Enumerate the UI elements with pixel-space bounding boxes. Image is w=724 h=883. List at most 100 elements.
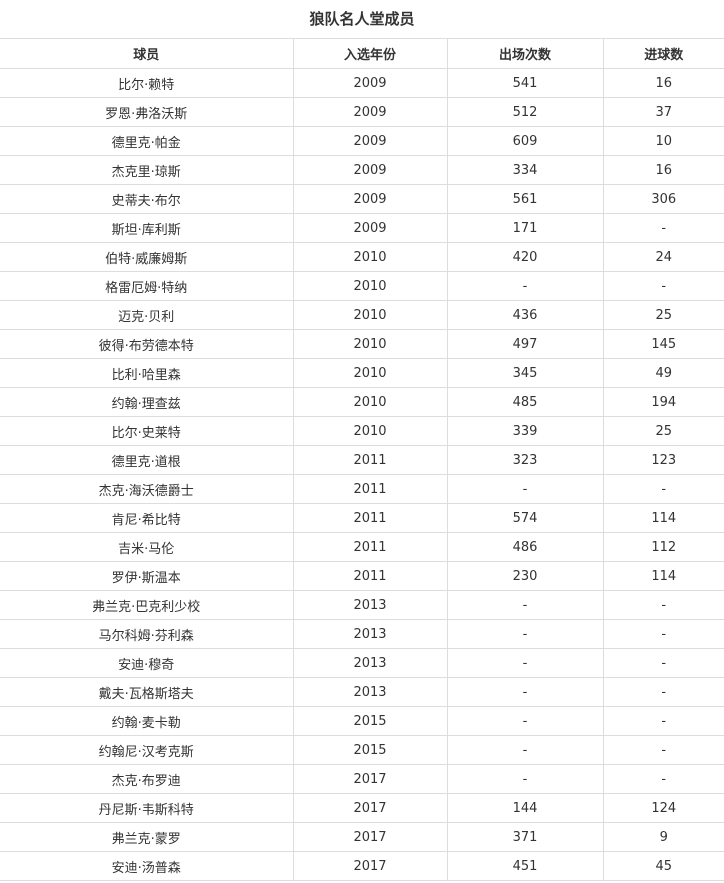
cell-appearances: 451 bbox=[446, 851, 603, 881]
cell-goals: 9 bbox=[602, 822, 724, 852]
cell-player: 比利·哈里森 bbox=[0, 358, 293, 388]
table-row: 斯坦·库利斯 2009 171- bbox=[0, 213, 724, 243]
cell-year: 2011 bbox=[292, 474, 447, 504]
cell-goals: 25 bbox=[602, 300, 724, 330]
cell-appearances: 512 bbox=[446, 97, 603, 127]
cell-player: 弗兰克·巴克利少校 bbox=[0, 590, 293, 620]
cell-player: 德里克·道根 bbox=[0, 445, 293, 475]
table-row: 史蒂夫·布尔 2009 561 306 bbox=[0, 184, 724, 214]
cell-year: 2013 bbox=[292, 648, 447, 678]
cell-player: 约翰·麦卡勒 bbox=[0, 706, 293, 736]
cell-goals: 24 bbox=[602, 242, 724, 272]
column-header-appearances: 出场次数 bbox=[446, 38, 603, 69]
cell-year: 2017 bbox=[292, 793, 447, 823]
cell-goals: - bbox=[602, 474, 724, 504]
table-row: 弗兰克·巴克利少校 2013- - bbox=[0, 590, 724, 620]
cell-appearances: 339 bbox=[446, 416, 603, 446]
cell-year: 2010 bbox=[292, 358, 447, 388]
cell-appearances: 485 bbox=[446, 387, 603, 417]
cell-goals: 123 bbox=[602, 445, 724, 475]
cell-goals: 37 bbox=[602, 97, 724, 127]
cell-year: 2015 bbox=[292, 706, 447, 736]
cell-goals: 25 bbox=[602, 416, 724, 446]
cell-appearances: 144 bbox=[446, 793, 603, 823]
cell-goals: - bbox=[602, 706, 724, 736]
cell-appearances: - bbox=[446, 474, 603, 504]
cell-goals: 194 bbox=[602, 387, 724, 417]
cell-player: 比尔·史莱特 bbox=[0, 416, 293, 446]
cell-appearances: 345 bbox=[446, 358, 603, 388]
cell-player: 罗伊·斯温本 bbox=[0, 561, 293, 591]
cell-player: 弗兰克·蒙罗 bbox=[0, 822, 293, 852]
cell-year: 2015 bbox=[292, 735, 447, 765]
cell-goals: - bbox=[602, 764, 724, 794]
cell-goals: 145 bbox=[602, 329, 724, 359]
cell-year: 2009 bbox=[292, 184, 447, 214]
cell-appearances: 171 bbox=[446, 213, 603, 243]
cell-player: 戴夫·瓦格斯塔夫 bbox=[0, 677, 293, 707]
column-header-year: 入选年份 bbox=[292, 38, 447, 69]
cell-year: 2010 bbox=[292, 387, 447, 417]
table-row: 弗兰克·蒙罗 2017 371 9 bbox=[0, 822, 724, 852]
cell-goals: 114 bbox=[602, 503, 724, 533]
cell-appearances: 561 bbox=[446, 184, 603, 214]
cell-appearances: - bbox=[446, 764, 603, 794]
table-row: 格雷厄姆·特纳 2010- - bbox=[0, 271, 724, 301]
cell-appearances: - bbox=[446, 619, 603, 649]
table-row: 安迪·汤普森 2017 451 45 bbox=[0, 851, 724, 881]
cell-player: 约翰尼·汉考克斯 bbox=[0, 735, 293, 765]
cell-year: 2009 bbox=[292, 68, 447, 98]
table-row: 罗伊·斯温本 2011 230 114 bbox=[0, 561, 724, 591]
cell-player: 迈克·贝利 bbox=[0, 300, 293, 330]
table-row: 迈克·贝利 2010 436 25 bbox=[0, 300, 724, 330]
table-row: 比利·哈里森 2010 345 49 bbox=[0, 358, 724, 388]
cell-appearances: 371 bbox=[446, 822, 603, 852]
cell-goals: 112 bbox=[602, 532, 724, 562]
table-row: 肯尼·希比特 2011 574 114 bbox=[0, 503, 724, 533]
cell-year: 2009 bbox=[292, 155, 447, 185]
cell-appearances: 486 bbox=[446, 532, 603, 562]
cell-player: 安迪·汤普森 bbox=[0, 851, 293, 881]
table-row: 德里克·帕金 2009 609 10 bbox=[0, 126, 724, 156]
cell-player: 史蒂夫·布尔 bbox=[0, 184, 293, 214]
table-row: 约翰·理查兹 2010 485 194 bbox=[0, 387, 724, 417]
cell-player: 吉米·马伦 bbox=[0, 532, 293, 562]
cell-goals: - bbox=[602, 735, 724, 765]
cell-appearances: 230 bbox=[446, 561, 603, 591]
cell-player: 格雷厄姆·特纳 bbox=[0, 271, 293, 301]
cell-goals: 16 bbox=[602, 155, 724, 185]
cell-appearances: 541 bbox=[446, 68, 603, 98]
cell-player: 肯尼·希比特 bbox=[0, 503, 293, 533]
table-row: 德里克·道根 2011 323 123 bbox=[0, 445, 724, 475]
table-header-row: 球员 入选年份 出场次数 进球数 bbox=[0, 38, 724, 69]
cell-appearances: - bbox=[446, 735, 603, 765]
table-row: 安迪·穆奇 2013- - bbox=[0, 648, 724, 678]
column-header-player: 球员 bbox=[0, 38, 293, 69]
cell-year: 2013 bbox=[292, 619, 447, 649]
table-row: 约翰尼·汉考克斯 2015- - bbox=[0, 735, 724, 765]
cell-player: 罗恩·弗洛沃斯 bbox=[0, 97, 293, 127]
table-row: 杰克里·琼斯 2009 334 16 bbox=[0, 155, 724, 185]
cell-year: 2009 bbox=[292, 213, 447, 243]
table-title: 狼队名人堂成员 bbox=[309, 10, 415, 28]
cell-goals: 45 bbox=[602, 851, 724, 881]
cell-player: 彼得·布劳德本特 bbox=[0, 329, 293, 359]
cell-player: 杰克里·琼斯 bbox=[0, 155, 293, 185]
cell-year: 2010 bbox=[292, 242, 447, 272]
table-row: 彼得·布劳德本特 2010 497 145 bbox=[0, 329, 724, 359]
cell-year: 2010 bbox=[292, 329, 447, 359]
cell-year: 2011 bbox=[292, 445, 447, 475]
hall-of-fame-table: 球员 入选年份 出场次数 进球数 比尔·赖特 2009 541 16 罗恩·弗洛沃斯 20… bbox=[0, 38, 724, 881]
cell-goals: 124 bbox=[602, 793, 724, 823]
cell-player: 斯坦·库利斯 bbox=[0, 213, 293, 243]
cell-goals: - bbox=[602, 213, 724, 243]
cell-appearances: - bbox=[446, 271, 603, 301]
table-row: 罗恩·弗洛沃斯 2009 512 37 bbox=[0, 97, 724, 127]
column-header-goals: 进球数 bbox=[602, 38, 724, 69]
table-row: 马尔科姆·芬利森 2013- - bbox=[0, 619, 724, 649]
cell-year: 2011 bbox=[292, 561, 447, 591]
cell-year: 2009 bbox=[292, 126, 447, 156]
cell-goals: 16 bbox=[602, 68, 724, 98]
cell-year: 2010 bbox=[292, 271, 447, 301]
